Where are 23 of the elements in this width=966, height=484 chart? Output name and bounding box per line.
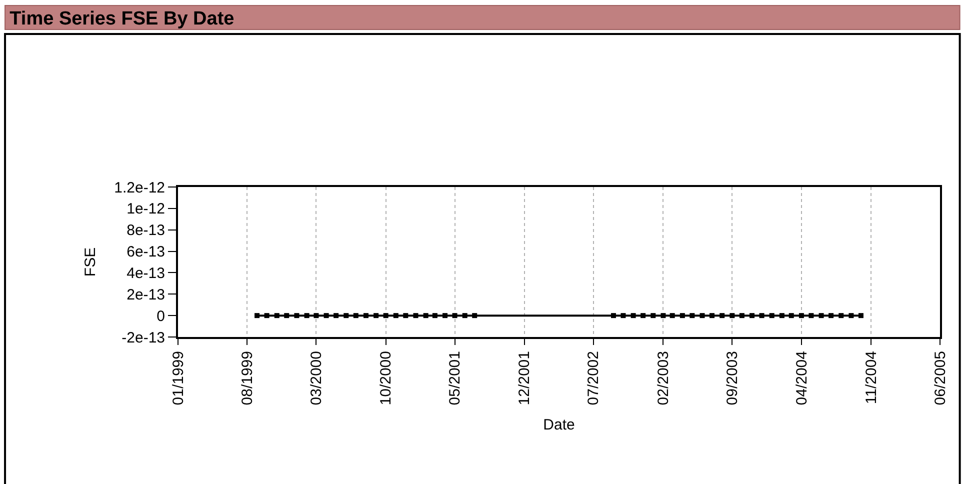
y-tick-label: 6e-13: [126, 244, 165, 261]
chart-title: Time Series FSE By Date: [10, 8, 234, 30]
x-tick-label: 01/1999: [170, 351, 187, 406]
y-tick-label: 1.2e-12: [114, 179, 165, 196]
y-axis-title: FSE: [82, 247, 99, 277]
x-tick-label: 04/2004: [793, 351, 810, 406]
y-tick-label: -2e-13: [122, 329, 165, 346]
x-tick-label: 11/2004: [862, 351, 880, 404]
x-tick-label: 06/2005: [932, 351, 949, 406]
x-tick-label: 02/2003: [655, 351, 672, 406]
y-tick-label: 1e-12: [126, 200, 165, 218]
x-tick-label: 03/2000: [308, 351, 326, 406]
y-tick-label: 0: [156, 308, 165, 325]
x-tick-label: 09/2003: [724, 351, 742, 406]
y-tick-label: 2e-13: [126, 286, 165, 304]
x-tick-label: 07/2002: [585, 351, 602, 406]
y-tick-label: 4e-13: [126, 264, 165, 282]
x-axis-title: Date: [543, 416, 575, 434]
x-tick-label: 05/2001: [446, 351, 464, 406]
y-tick-label: 8e-13: [126, 222, 165, 240]
x-tick-label: 10/2000: [378, 351, 395, 406]
x-tick-label: 12/2001: [516, 351, 534, 406]
x-tick-label: 08/1999: [238, 351, 256, 406]
